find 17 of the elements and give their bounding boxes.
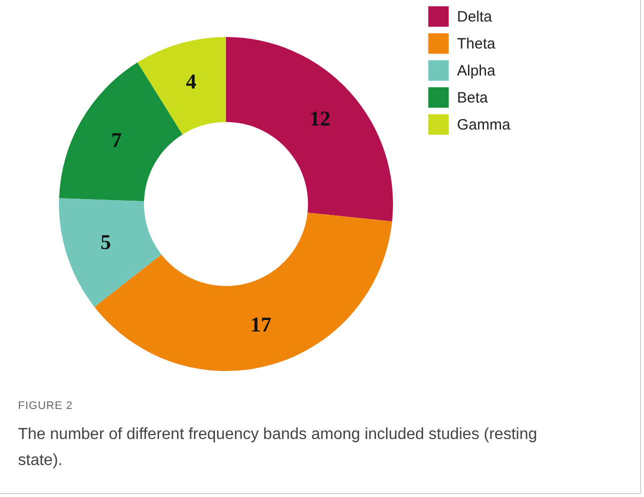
caption: FIGURE 2 (18, 400, 73, 412)
donut-slice (226, 37, 393, 222)
data-label: 5 (100, 230, 111, 254)
text: The number of different frequency bands among included studies (resting state). (18, 425, 538, 471)
data-label: 17 (250, 312, 272, 337)
legend-label: Gamma (457, 116, 511, 134)
legend-label: Beta (457, 90, 489, 106)
donut-slice (94, 212, 392, 371)
donut-slice (59, 198, 162, 307)
donut-slice (59, 62, 183, 202)
data-label: 4 (186, 69, 197, 94)
data-label: 12 (310, 106, 331, 130)
legend-label: Theta (457, 36, 496, 52)
data-label: 7 (111, 128, 122, 152)
legend-label: Alpha (457, 62, 496, 80)
legend-label: Delta (457, 8, 493, 26)
donut-slice (138, 37, 226, 134)
